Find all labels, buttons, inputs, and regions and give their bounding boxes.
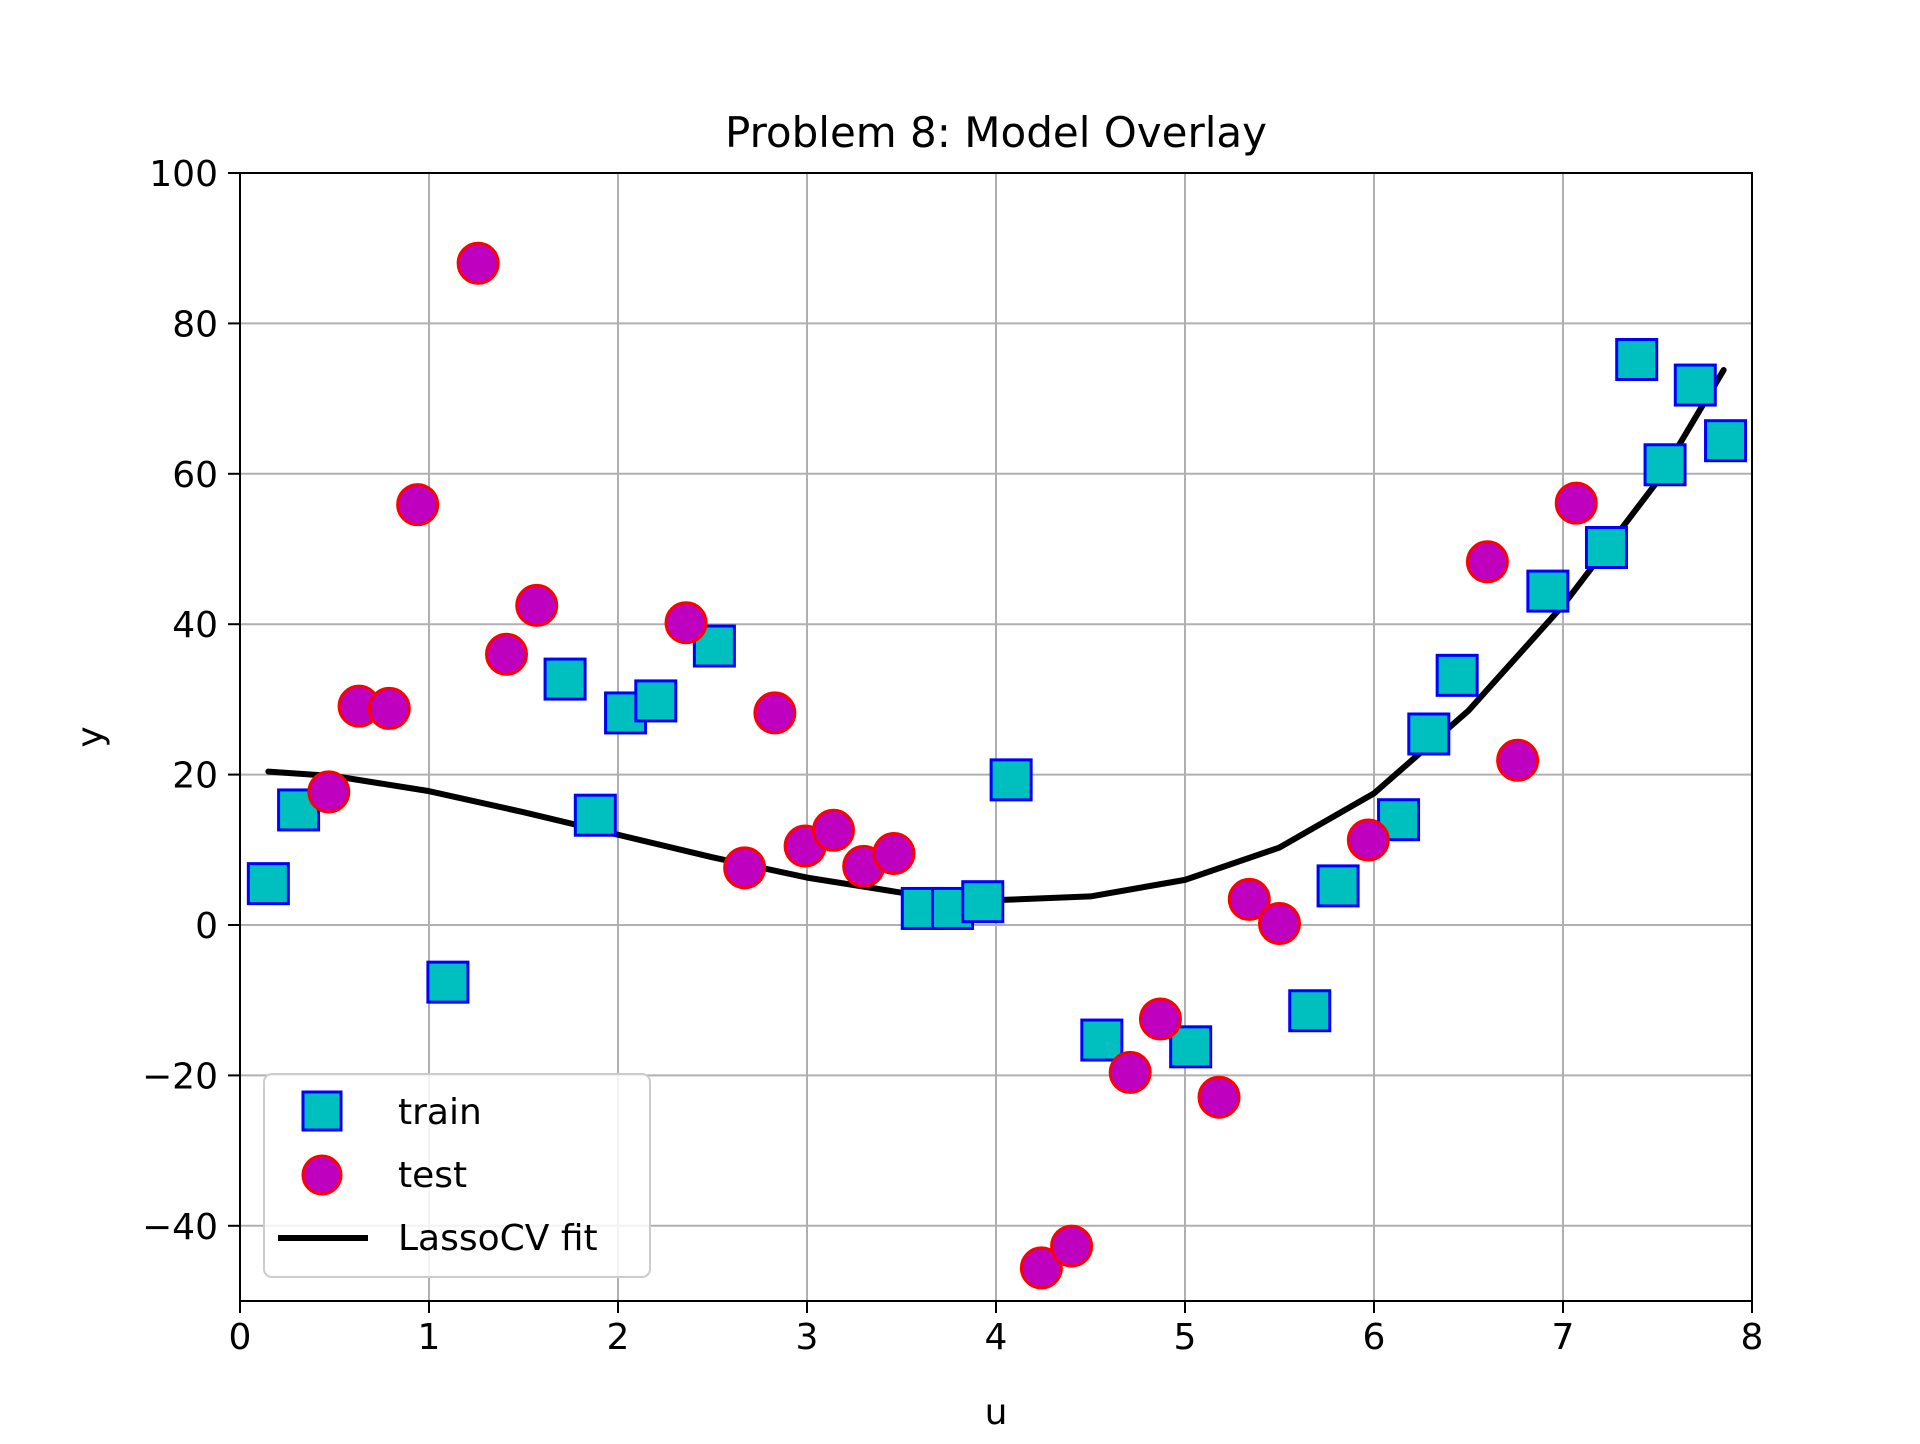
x-tick-label: 4 — [985, 1317, 1008, 1358]
y-tick-label: 0 — [195, 906, 218, 947]
x-tick-label: 8 — [1741, 1317, 1764, 1358]
x-tick-label: 7 — [1552, 1317, 1575, 1358]
train-point — [634, 679, 678, 723]
test-point — [484, 632, 528, 676]
y-tick-label: 100 — [149, 154, 218, 195]
test-point — [456, 241, 500, 285]
train-point — [1643, 443, 1687, 487]
y-tick-label: 40 — [172, 605, 218, 646]
train-point — [573, 793, 617, 837]
y-tick-label: −20 — [142, 1056, 218, 1097]
chart-title: Problem 8: Model Overlay — [725, 108, 1267, 157]
train-point — [1673, 363, 1717, 407]
train-point — [543, 657, 587, 701]
test-point — [872, 832, 916, 876]
train-point — [426, 960, 470, 1004]
legend-test-marker — [301, 1154, 343, 1196]
test-point — [723, 846, 767, 890]
y-tick-label: 80 — [172, 304, 218, 345]
test-point — [1227, 877, 1271, 921]
x-tick-label: 3 — [796, 1317, 819, 1358]
train-point — [246, 862, 290, 906]
x-tick-label: 1 — [418, 1317, 441, 1358]
test-point — [1197, 1075, 1241, 1119]
test-point — [811, 808, 855, 852]
train-point — [989, 758, 1033, 802]
test-point — [1108, 1050, 1152, 1094]
test-points-layer — [307, 241, 1598, 1290]
test-point — [1496, 738, 1540, 782]
y-axis-ticks: −40 −20 0 20 40 60 80 100 — [142, 154, 240, 1248]
x-axis-label: u — [985, 1392, 1008, 1433]
train-point — [1169, 1025, 1213, 1069]
x-tick-label: 5 — [1174, 1317, 1197, 1358]
x-axis-ticks: 0 1 2 3 4 5 6 7 8 — [229, 1301, 1764, 1358]
test-point — [307, 770, 351, 814]
train-points-layer — [246, 337, 1748, 1069]
train-point — [1080, 1018, 1124, 1062]
train-point — [1704, 419, 1748, 463]
legend: train test LassoCV fit — [263, 1073, 651, 1278]
test-point — [1465, 540, 1509, 584]
legend-test-label: test — [398, 1155, 467, 1196]
legend-box — [263, 1073, 651, 1278]
test-point — [1346, 818, 1390, 862]
test-point — [396, 483, 440, 527]
train-point — [1316, 864, 1360, 908]
legend-fit-label: LassoCV fit — [398, 1218, 598, 1259]
legend-train-label: train — [398, 1092, 482, 1133]
y-tick-label: −40 — [142, 1207, 218, 1248]
train-point — [1584, 525, 1628, 569]
x-tick-label: 2 — [607, 1317, 630, 1358]
y-tick-label: 60 — [172, 455, 218, 496]
test-point — [1019, 1246, 1063, 1290]
test-point — [1554, 481, 1598, 525]
test-point — [515, 583, 559, 627]
test-point — [664, 601, 708, 645]
train-point — [1615, 337, 1659, 381]
train-point — [961, 880, 1005, 924]
y-tick-label: 20 — [172, 756, 218, 797]
train-point — [1435, 653, 1479, 697]
test-point — [367, 686, 411, 730]
train-point — [1288, 989, 1332, 1033]
test-point — [1138, 997, 1182, 1041]
x-tick-label: 6 — [1363, 1317, 1386, 1358]
y-axis-label: y — [70, 726, 111, 747]
test-point — [1050, 1224, 1094, 1268]
train-point — [1526, 569, 1570, 613]
legend-train-marker — [301, 1090, 343, 1132]
test-point — [753, 691, 797, 735]
train-point — [1407, 712, 1451, 756]
test-point — [1258, 901, 1301, 945]
x-tick-label: 0 — [229, 1317, 252, 1358]
